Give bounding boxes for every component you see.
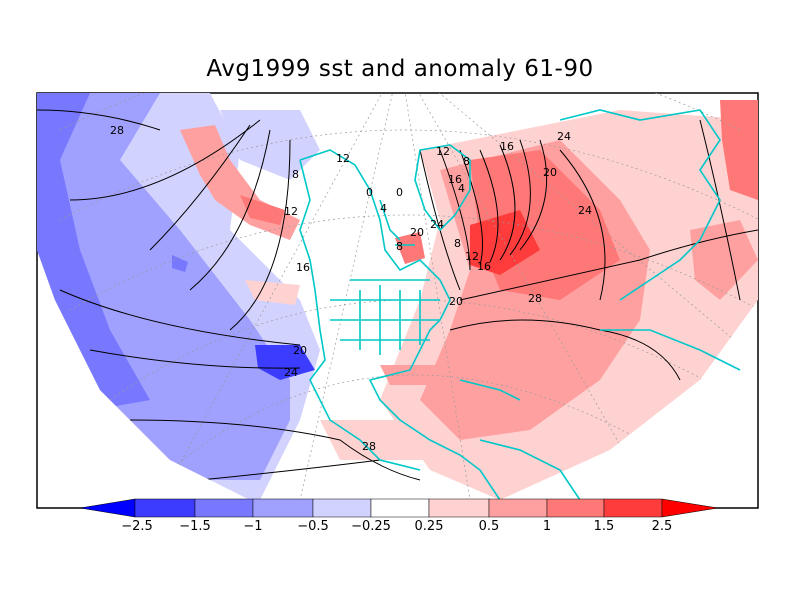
labrador-warm (395, 232, 425, 264)
contour-label: 24 (284, 366, 298, 379)
gulf-stream-strong-warm (470, 210, 540, 275)
contour-label: 8 (463, 155, 470, 168)
contour-label: 8 (396, 240, 403, 253)
contour-label: 28 (362, 440, 376, 453)
pacific-cold-patch-2 (172, 255, 188, 272)
legend-arrow-right (661, 498, 719, 518)
bc-coast-warm (245, 280, 300, 305)
contour-label: 0 (396, 186, 403, 199)
contour-label: 28 (528, 292, 542, 305)
contour-label: 20 (449, 295, 463, 308)
contour-label: 8 (454, 237, 461, 250)
legend-tick: −2.5 (121, 519, 153, 534)
legend-swatch (370, 498, 430, 518)
europe-warm-2 (690, 220, 758, 300)
contour-label: 12 (284, 205, 298, 218)
contour-label-group: 28 8 12 16 20 24 12 16 20 28 24 20 16 8 … (110, 124, 592, 453)
legend-tick: 1.5 (594, 519, 615, 534)
legend-swatch (252, 498, 314, 518)
east-pacific-weak-warm (320, 420, 430, 460)
contour-label: 16 (500, 140, 514, 153)
coastlines (299, 109, 741, 501)
legend-swatch (488, 498, 548, 518)
contour-label: 20 (543, 166, 557, 179)
north-pacific-warm-core (240, 195, 285, 225)
legend-swatch (428, 498, 490, 518)
contour-label: 28 (110, 124, 124, 137)
contour-label: 24 (557, 130, 571, 143)
contour-label: 12 (336, 152, 350, 165)
contour-label: 12 (436, 145, 450, 158)
sst-contours (37, 109, 758, 481)
contour-label: 0 (366, 186, 373, 199)
contour-label: 16 (448, 173, 462, 186)
alaska-weak-cold (220, 110, 320, 180)
legend-tick: −0.5 (297, 519, 329, 534)
legend-tick: 1 (543, 519, 551, 534)
contour-label: 20 (410, 226, 424, 239)
contour-label: 4 (458, 182, 465, 195)
legend-tick: −0.25 (351, 519, 391, 534)
contour-label: 8 (292, 168, 299, 181)
color-legend: −2.5 −1.5 −1 −0.5 −0.25 0.25 0.5 1 1.5 2… (79, 498, 719, 534)
legend-swatch (312, 498, 372, 518)
legend-tick: 0.5 (479, 519, 500, 534)
legend-tick: −1 (243, 519, 262, 534)
legend-tick: 2.5 (652, 519, 673, 534)
pacific-cold-patch (255, 345, 315, 380)
legend-swatch (194, 498, 254, 518)
contour-label: 16 (296, 261, 310, 274)
legend-tick: −1.5 (179, 519, 211, 534)
contour-label: 12 (465, 250, 479, 263)
caribbean-warm (380, 365, 440, 385)
legend-swatch (546, 498, 605, 518)
contour-label: 4 (380, 202, 387, 215)
map-title: Avg1999 sst and anomaly 61-90 (206, 56, 594, 82)
contour-label: 24 (578, 204, 592, 217)
legend-swatch (134, 498, 196, 518)
legend-tick: 0.25 (415, 519, 444, 534)
contour-label: 16 (477, 260, 491, 273)
legend-swatch (603, 498, 663, 518)
contour-label: 24 (430, 218, 444, 231)
contour-label: 20 (293, 344, 307, 357)
